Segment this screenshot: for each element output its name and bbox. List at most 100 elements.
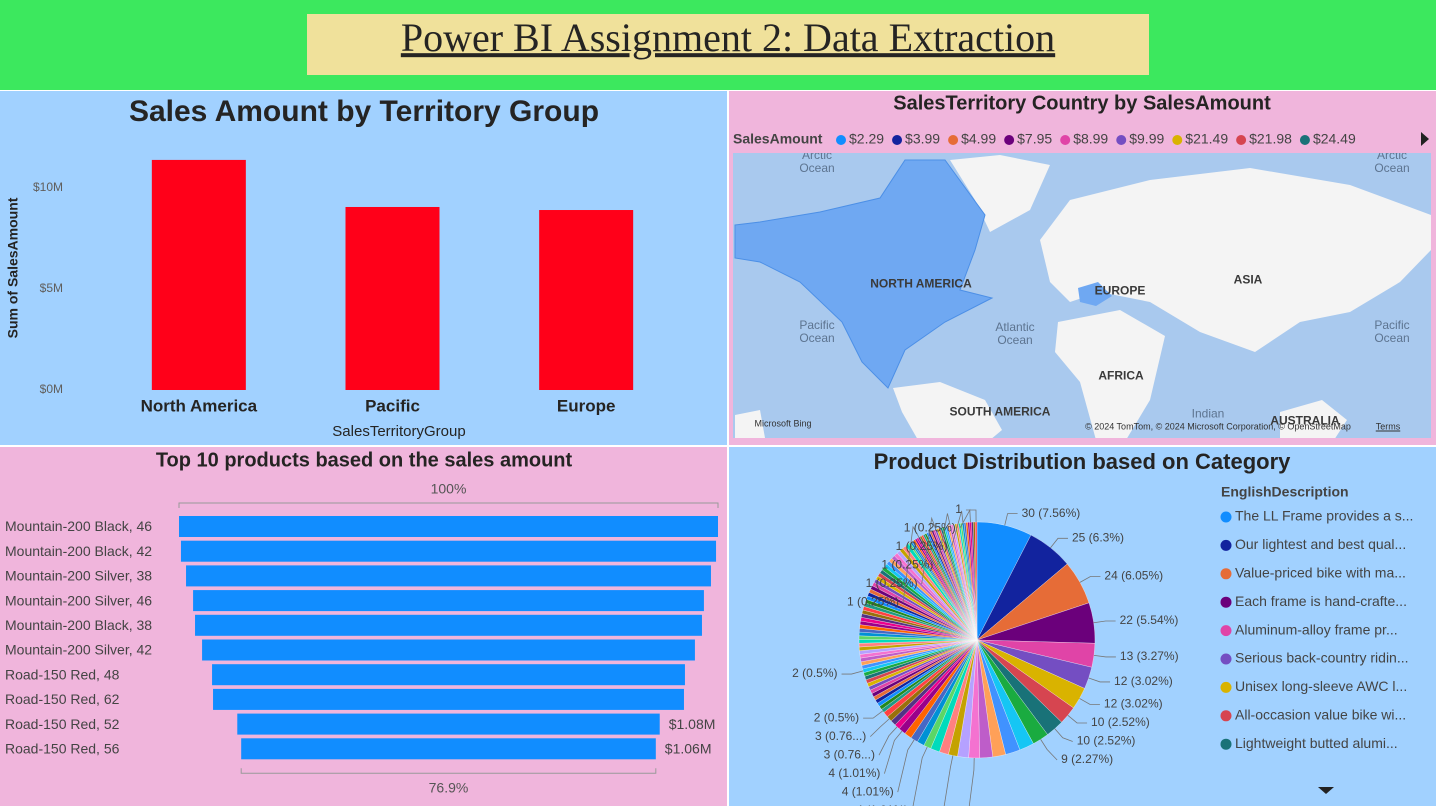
legend-label: $24.49 <box>1313 131 1356 147</box>
funnel-bar <box>180 540 717 562</box>
legend-marker <box>1220 653 1232 665</box>
y-axis-label: Sum of SalesAmount <box>5 197 21 338</box>
leader-line <box>902 525 920 603</box>
leader-line <box>1067 715 1088 724</box>
legend-marker <box>1236 135 1247 145</box>
data-label: 10 (2.52%) <box>1077 734 1136 748</box>
legend-next[interactable] <box>1421 132 1429 146</box>
leader-line <box>1050 537 1068 548</box>
leader-line <box>1088 677 1111 683</box>
legend-marker <box>1060 135 1071 145</box>
data-label: 2 (0.5%) <box>814 710 859 724</box>
map-attribution: © 2024 TomTom, © 2024 Microsoft Corporat… <box>1085 421 1351 432</box>
land <box>893 382 1002 438</box>
category-label: Road-150 Red, 48 <box>5 666 120 682</box>
funnel-bar <box>241 738 656 760</box>
data-label: 3 (0.76...) <box>815 729 866 743</box>
x-tick-label: Europe <box>557 396 616 415</box>
legend-label: Serious back-country ridin... <box>1235 650 1409 666</box>
category-label: Road-150 Red, 56 <box>5 741 120 757</box>
leader-line <box>884 730 903 774</box>
legend-label: Unisex long-sleeve AWC l... <box>1235 678 1407 694</box>
leader-line <box>863 710 883 719</box>
category-label: Mountain-200 Black, 42 <box>5 543 152 559</box>
data-label: 4 (1.01%) <box>842 784 894 798</box>
data-label: 25 (6.3%) <box>1072 530 1124 544</box>
data-label: 3 (0.76...) <box>824 747 875 761</box>
y-tick-label: $5M <box>40 281 63 295</box>
legend-marker <box>1220 596 1232 608</box>
map-label: ASIA <box>1233 272 1263 287</box>
legend-marker <box>1116 135 1127 145</box>
leader-line <box>841 670 864 675</box>
data-label: 1 (0.25%) <box>866 576 918 590</box>
leader-line <box>1040 739 1058 761</box>
legend-marker <box>1220 738 1232 750</box>
leader-line <box>878 726 898 756</box>
leader-line <box>1054 728 1073 742</box>
category-label: Mountain-200 Silver, 46 <box>5 592 152 608</box>
map-label: AUSTRALIA <box>1270 413 1340 428</box>
legend-marker <box>1220 710 1232 722</box>
chart-title: Top 10 products based on the sales amoun… <box>156 449 573 471</box>
data-label: 2 (0.5%) <box>792 666 837 680</box>
data-label: 22 (5.54%) <box>1120 613 1179 627</box>
map-label: Pacific Ocean <box>1374 318 1410 345</box>
conversion-label: 100% <box>431 481 467 497</box>
leader-line <box>951 510 964 548</box>
data-label: 4 (1.01%) <box>856 803 908 806</box>
funnel-bar <box>186 565 711 587</box>
legend-scroll-down[interactable] <box>1318 787 1334 794</box>
map-label: AFRICA <box>1098 368 1144 383</box>
legend-label: $21.49 <box>1185 131 1228 147</box>
page-title: Power BI Assignment 2: Data Extraction <box>401 15 1055 60</box>
leader-line <box>1079 698 1100 705</box>
legend-marker <box>948 135 959 145</box>
leader-line <box>897 739 915 793</box>
funnel-bar <box>179 516 718 537</box>
map-labels: Arctic Ocean Arctic Ocean NORTH AMERICA … <box>733 153 1431 438</box>
legend-label: Aluminum-alloy frame pr... <box>1235 621 1398 637</box>
funnel-bar <box>212 664 685 686</box>
legend-marker <box>892 135 903 145</box>
legend-marker <box>1220 539 1232 551</box>
map-label: EUROPE <box>1094 283 1146 298</box>
y-tick-label: $0M <box>40 382 63 396</box>
data-label: 30 (7.56%) <box>1022 506 1081 520</box>
data-label: 12 (3.02%) <box>1114 674 1173 688</box>
legend-label: $2.29 <box>849 131 884 147</box>
legend-label: Value-priced bike with ma... <box>1235 565 1406 581</box>
chart-title: SalesTerritory Country by SalesAmount <box>893 92 1271 114</box>
funnel-bar <box>202 639 695 661</box>
leader-line <box>1079 576 1101 583</box>
data-label: $1.08M <box>669 716 716 732</box>
legend-marker <box>1220 625 1232 637</box>
legend-marker <box>836 135 846 145</box>
land <box>1040 168 1431 352</box>
legend-label: $8.99 <box>1073 131 1108 147</box>
legend-label: $9.99 <box>1129 131 1164 147</box>
category-label: Mountain-200 Silver, 38 <box>5 568 152 584</box>
map-label: Indian <box>1191 406 1225 421</box>
legend-label: $21.98 <box>1249 131 1292 147</box>
leader-line <box>870 718 890 737</box>
data-label: 10 (2.52%) <box>1091 715 1150 729</box>
data-label: 12 (3.02%) <box>1104 697 1163 711</box>
land <box>950 155 1050 232</box>
funnel-bar <box>237 713 660 735</box>
data-label: $1.06M <box>665 741 712 757</box>
legend-label: $7.95 <box>1017 131 1052 147</box>
chart-title: Sales Amount by Territory Group <box>129 95 599 128</box>
leader-line <box>968 757 975 806</box>
funnel-bar <box>193 590 704 612</box>
bar <box>345 206 440 390</box>
legend-label: All-occasion value bike wi... <box>1235 707 1406 723</box>
conversion-bracket <box>240 768 657 774</box>
map-terms[interactable]: Terms <box>1375 421 1401 432</box>
map-label: Pacific Ocean <box>799 318 835 345</box>
legend-label: The LL Frame provides a s... <box>1235 508 1413 524</box>
leader-line <box>912 746 928 806</box>
legend-label: Each frame is hand-crafte... <box>1235 593 1407 609</box>
map-label: SOUTH AMERICA <box>949 404 1051 419</box>
